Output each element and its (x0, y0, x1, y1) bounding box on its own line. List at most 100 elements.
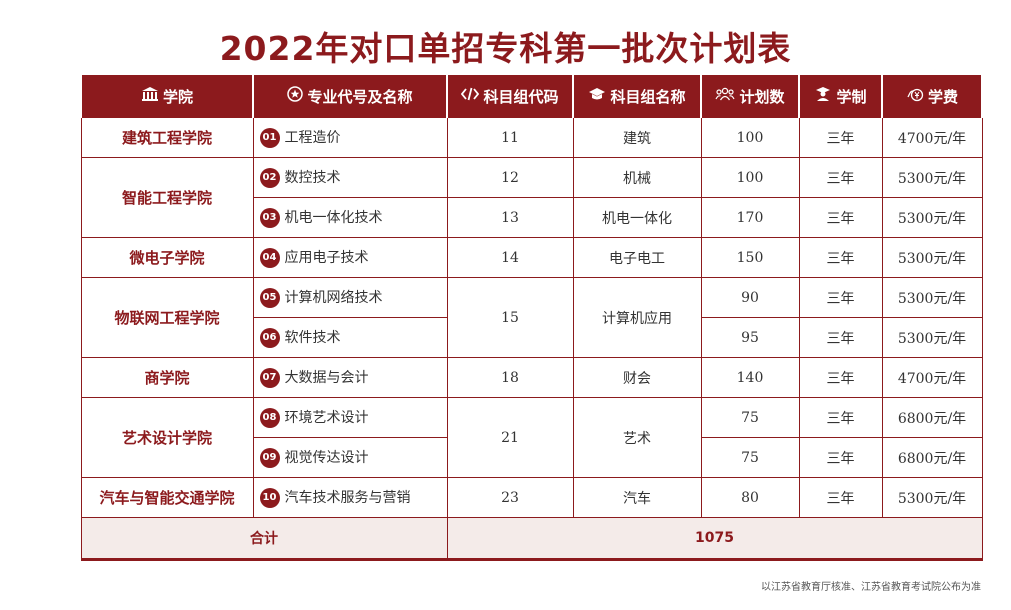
major-name: 软件技术 (284, 330, 341, 346)
major-name: 工程造价 (284, 130, 341, 146)
major-number-badge: 04 (259, 248, 280, 268)
major-name: 应用电子技术 (284, 250, 369, 266)
graduation-cap-icon (588, 86, 606, 106)
people-icon (715, 86, 736, 106)
group-name-cell: 计算机应用 (572, 277, 702, 358)
college-cell: 物联网工程学院 (80, 277, 254, 358)
major-cell: 02 数控技术 (252, 157, 448, 198)
group-code-cell: 18 (446, 357, 574, 398)
code-brackets-icon (461, 86, 480, 106)
header-group-name: 科目组名称 (572, 75, 702, 118)
table-row: 艺术设计学院 08 环境艺术设计 21 艺术 75 三年 6800元/年 (80, 397, 983, 478)
duration-cell: 三年 (798, 317, 883, 358)
duration-cell: 三年 (798, 197, 883, 238)
college-cell: 微电子学院 (80, 237, 254, 278)
group-code-cell: 13 (446, 197, 574, 238)
group-code-cell: 23 (446, 477, 574, 518)
plan-cell: 100 (700, 117, 800, 158)
plan-table: 学院 专业代号及名称 科目组代码 科目组名称 计划数 (80, 75, 983, 561)
header-duration-label: 学制 (836, 87, 867, 106)
plan-cell: 140 (700, 357, 800, 398)
major-number-badge: 01 (259, 128, 280, 148)
duration-cell: 三年 (798, 437, 883, 478)
total-value: 1075 (446, 517, 983, 561)
major-number-badge: 10 (259, 488, 280, 508)
plan-cell: 100 (700, 157, 800, 198)
plan-cell: 75 (700, 397, 800, 438)
major-name: 机电一体化技术 (284, 210, 383, 226)
duration-cell: 三年 (798, 237, 883, 278)
group-code-cell: 21 (446, 397, 574, 478)
major-number-badge: 02 (259, 168, 280, 188)
group-code-cell: 11 (446, 117, 574, 158)
group-name-cell: 艺术 (572, 397, 702, 478)
institution-icon (141, 86, 159, 106)
fee-cell: 5300元/年 (881, 317, 983, 358)
major-number-badge: 07 (259, 368, 280, 388)
college-cell: 商学院 (80, 357, 254, 398)
fee-cell: 6800元/年 (881, 397, 983, 438)
major-name: 数控技术 (284, 170, 341, 186)
fee-cell: 5300元/年 (881, 277, 983, 318)
plan-cell: 80 (700, 477, 800, 518)
header-duration: 学制 (798, 75, 883, 118)
yen-coin-icon (906, 86, 924, 106)
college-cell: 智能工程学院 (80, 157, 254, 238)
plan-cell: 170 (700, 197, 800, 238)
table-row: 商学院 07 大数据与会计 18 财会 140 三年 4700元/年 (80, 357, 983, 398)
table-row: 智能工程学院 02 数控技术 12 机械 100 三年 5300元/年 (80, 157, 983, 238)
major-cell: 07 大数据与会计 (252, 357, 448, 398)
group-name-cell: 机电一体化 (572, 197, 702, 238)
major-name: 汽车技术服务与营销 (284, 490, 411, 506)
duration-cell: 三年 (798, 397, 883, 438)
major-cell: 10 汽车技术服务与营销 (252, 477, 448, 518)
header-group-code: 科目组代码 (446, 75, 574, 118)
duration-cell: 三年 (798, 157, 883, 198)
major-name: 计算机网络技术 (284, 290, 383, 306)
major-cell: 09 视觉传达设计 (252, 437, 448, 478)
duration-cell: 三年 (798, 477, 883, 518)
header-fee-label: 学费 (927, 87, 958, 106)
fee-cell: 5300元/年 (881, 237, 983, 278)
page-title: 2022年对口单招专科第一批次计划表 (219, 29, 792, 68)
group-name-cell: 建筑 (572, 117, 702, 158)
header-plan: 计划数 (700, 75, 800, 118)
duration-cell: 三年 (798, 277, 883, 318)
college-cell: 汽车与智能交通学院 (80, 477, 254, 518)
plan-table-container: 学院 专业代号及名称 科目组代码 科目组名称 计划数 (80, 75, 983, 561)
major-name: 大数据与会计 (284, 370, 369, 386)
header-college: 学院 (80, 75, 254, 118)
table-row: 建筑工程学院 01 工程造价 11 建筑 100 三年 4700元/年 (80, 117, 983, 158)
major-cell: 03 机电一体化技术 (252, 197, 448, 238)
college-cell: 建筑工程学院 (80, 117, 254, 158)
star-circle-icon (287, 85, 304, 106)
fee-cell: 4700元/年 (881, 117, 983, 158)
header-group-name-label: 科目组名称 (610, 87, 686, 106)
teacher-icon (814, 86, 832, 106)
major-name: 环境艺术设计 (284, 410, 369, 426)
table-row: 物联网工程学院 05 计算机网络技术 15 计算机应用 90 三年 5300元/年 (80, 277, 983, 358)
group-name-cell: 电子电工 (572, 237, 702, 278)
group-code-cell: 12 (446, 157, 574, 198)
plan-cell: 95 (700, 317, 800, 358)
table-row: 汽车与智能交通学院 10 汽车技术服务与营销 23 汽车 80 三年 5300元/… (80, 477, 983, 518)
total-row: 合计 1075 (80, 517, 983, 561)
group-name-cell: 机械 (572, 157, 702, 198)
major-cell: 01 工程造价 (252, 117, 448, 158)
major-cell: 05 计算机网络技术 (252, 277, 448, 318)
plan-cell: 150 (700, 237, 800, 278)
major-cell: 04 应用电子技术 (252, 237, 448, 278)
duration-cell: 三年 (798, 357, 883, 398)
major-cell: 06 软件技术 (252, 317, 448, 358)
major-cell: 08 环境艺术设计 (252, 397, 448, 438)
footnote: 以江苏省教育厅核准、江苏省教育考试院公布为准 (761, 582, 981, 593)
fee-cell: 4700元/年 (881, 357, 983, 398)
major-number-badge: 08 (259, 408, 280, 428)
total-label: 合计 (80, 517, 448, 561)
major-name: 视觉传达设计 (284, 450, 369, 466)
group-name-cell: 汽车 (572, 477, 702, 518)
plan-cell: 90 (700, 277, 800, 318)
header-college-label: 学院 (162, 87, 193, 106)
duration-cell: 三年 (798, 117, 883, 158)
table-row: 微电子学院 04 应用电子技术 14 电子电工 150 三年 5300元/年 (80, 237, 983, 278)
